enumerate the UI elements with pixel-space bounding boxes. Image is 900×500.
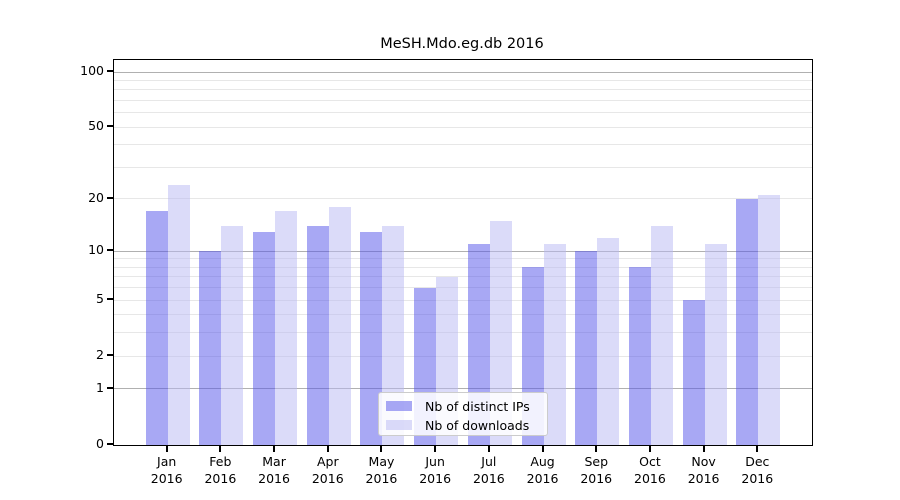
chart-title: MeSH.Mdo.eg.db 2016	[380, 36, 544, 52]
x-tick-mark-aug	[541, 445, 544, 452]
gridline-9	[114, 258, 812, 260]
bar-downloads-aug	[543, 244, 566, 445]
bar-downloads-jul	[489, 220, 512, 445]
x-tick-label-jan: Jan 2016	[150, 454, 183, 486]
bar-distinct-ips-apr	[306, 226, 329, 445]
legend-swatch-downloads	[386, 420, 412, 430]
gridline-70	[114, 99, 812, 101]
x-tick-label-apr: Apr 2016	[311, 454, 344, 486]
gridline-7	[114, 276, 812, 278]
bar-downloads-dec	[758, 195, 781, 445]
gridline-6	[114, 287, 812, 289]
legend-item-distinct-ips: Nb of distinct IPs	[386, 397, 547, 415]
bar-downloads-nov	[704, 244, 727, 445]
x-tick-label-jul: Jul 2016	[472, 454, 505, 486]
x-tick-label-oct: Oct 2016	[634, 454, 666, 486]
gridline-90	[114, 79, 812, 81]
legend-item-downloads: Nb of downloads	[386, 416, 547, 434]
y-tick-label-10: 10	[88, 242, 104, 258]
x-tick-mark-oct	[648, 445, 651, 452]
x-tick-label-aug: Aug 2016	[526, 454, 559, 486]
x-tick-mark-jul	[487, 445, 490, 452]
gridline-60	[114, 112, 812, 114]
x-tick-mark-dec	[756, 445, 759, 452]
y-tick-mark-20	[107, 196, 113, 199]
bar-downloads-oct	[650, 226, 673, 445]
y-tick-mark-2	[107, 354, 113, 357]
x-tick-mark-sep	[595, 445, 598, 452]
bar-distinct-ips-nov	[682, 300, 705, 445]
bar-distinct-ips-jan	[145, 211, 168, 445]
x-tick-mark-apr	[326, 445, 329, 452]
bar-distinct-ips-sep	[575, 251, 598, 445]
x-tick-label-jun: Jun 2016	[419, 454, 452, 486]
bar-distinct-ips-dec	[736, 198, 759, 445]
bar-downloads-sep	[597, 237, 620, 445]
bar-distinct-ips-oct	[628, 267, 651, 445]
y-tick-label-2: 2	[96, 347, 104, 363]
y-tick-mark-0	[107, 443, 113, 445]
gridline-3	[114, 332, 812, 334]
bar-downloads-apr	[328, 207, 351, 445]
bar-downloads-jan	[167, 184, 190, 445]
bar-downloads-feb	[221, 226, 244, 445]
y-tick-label-0: 0	[96, 436, 104, 451]
y-tick-label-1: 1	[96, 379, 104, 395]
x-tick-mark-may	[380, 445, 383, 452]
x-tick-label-feb: Feb 2016	[204, 454, 237, 486]
x-tick-mark-jan	[165, 445, 168, 452]
gridline-10	[114, 250, 812, 252]
y-tick-mark-10	[107, 249, 113, 252]
plot-area	[113, 59, 813, 446]
gridline-8	[114, 266, 812, 268]
gridline-50	[114, 126, 812, 128]
y-tick-label-20: 20	[88, 189, 104, 205]
y-tick-mark-1	[107, 386, 113, 389]
y-tick-mark-100	[107, 70, 113, 72]
gridline-40	[114, 144, 812, 146]
legend-label-distinct-ips: Nb of distinct IPs	[425, 398, 530, 414]
gridline-5	[114, 299, 812, 301]
legend-label-downloads: Nb of downloads	[425, 417, 530, 433]
x-tick-label-mar: Mar 2016	[258, 454, 290, 486]
bar-distinct-ips-may	[360, 231, 383, 445]
x-tick-mark-mar	[273, 445, 276, 452]
bar-distinct-ips-feb	[199, 251, 222, 445]
gridline-20	[114, 198, 812, 200]
x-tick-label-sep: Sep 2016	[580, 454, 613, 486]
bar-downloads-may	[382, 226, 405, 445]
gridline-80	[114, 89, 812, 91]
x-tick-label-nov: Nov 2016	[687, 454, 720, 486]
legend-swatch-distinct-ips	[386, 401, 412, 411]
x-tick-mark-feb	[219, 445, 222, 452]
gridline-2	[114, 355, 812, 357]
y-tick-mark-50	[107, 125, 113, 128]
y-tick-label-50: 50	[88, 118, 104, 134]
x-tick-label-may: May 2016	[365, 454, 398, 486]
bar-downloads-mar	[275, 211, 298, 445]
x-tick-mark-nov	[702, 445, 705, 452]
y-tick-mark-5	[107, 298, 113, 301]
x-tick-label-dec: Dec 2016	[741, 454, 774, 486]
gridline-4	[114, 314, 812, 316]
bar-distinct-ips-mar	[253, 231, 276, 445]
gridline-30	[114, 166, 812, 168]
gridline-100	[114, 71, 812, 73]
legend: Nb of distinct IPs Nb of downloads	[378, 392, 548, 436]
y-tick-label-5: 5	[96, 291, 104, 307]
y-tick-label-100: 100	[80, 63, 104, 78]
x-tick-mark-jun	[434, 445, 437, 452]
gridline-1	[114, 388, 812, 390]
